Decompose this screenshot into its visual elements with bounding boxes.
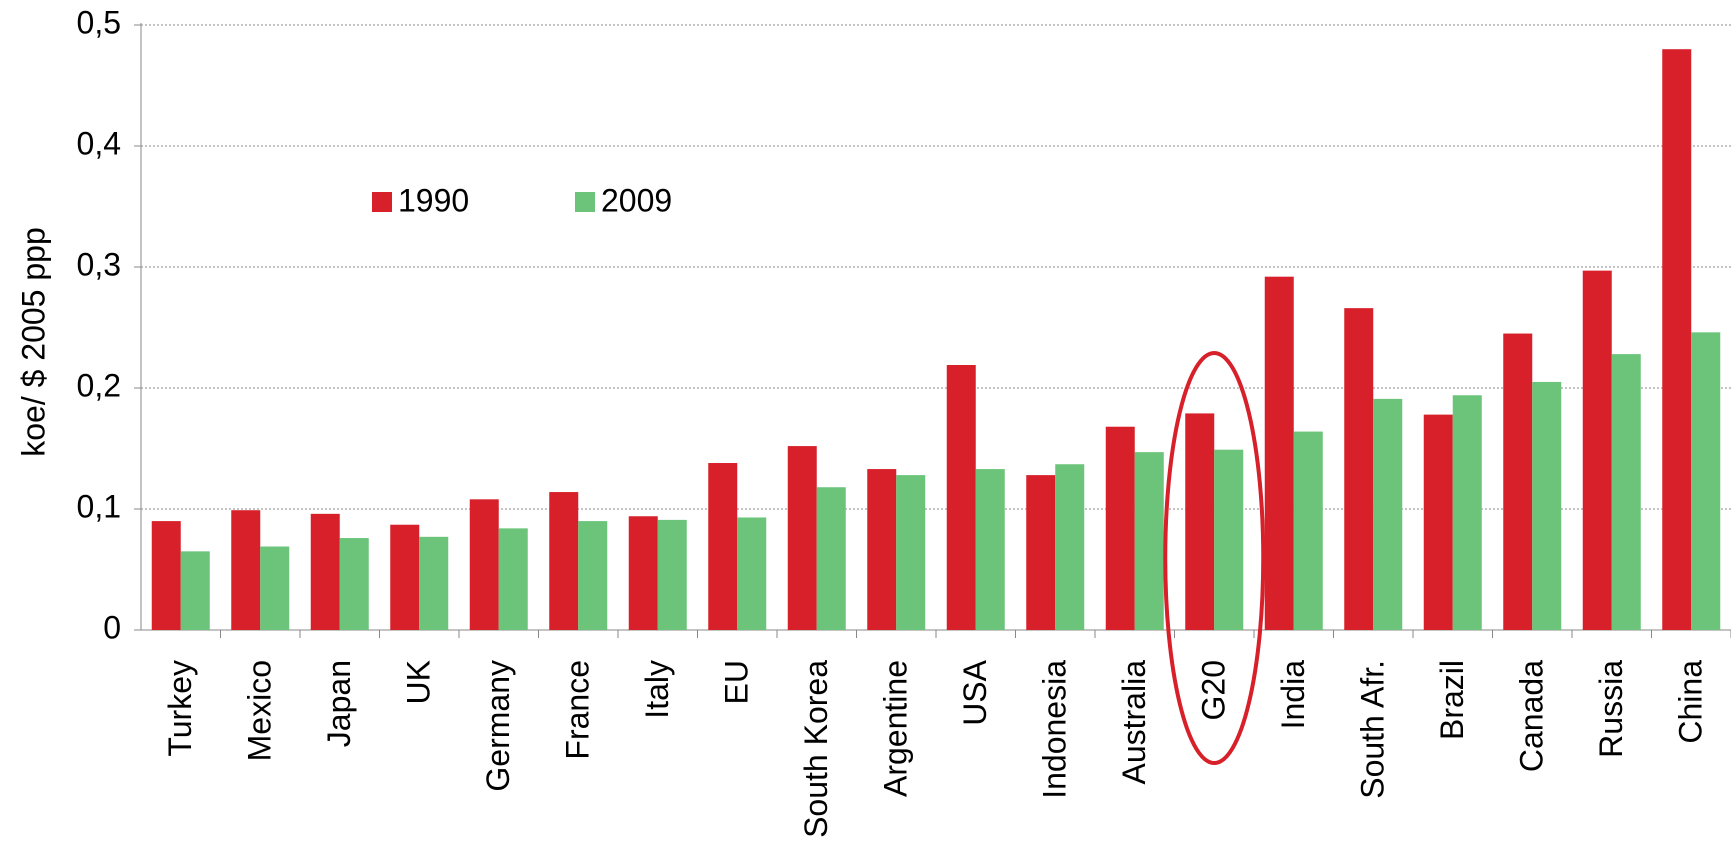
legend-label: 1990: [398, 182, 469, 218]
bar: [708, 463, 738, 630]
y-tick-label: 0,1: [77, 488, 121, 524]
bar: [498, 528, 528, 630]
highlight-ellipse: [1163, 351, 1266, 765]
x-tick-label: Japan: [321, 660, 357, 747]
x-tick-label: Indonesia: [1037, 660, 1073, 799]
bar: [578, 521, 608, 630]
bar: [1134, 452, 1164, 630]
bar: [1185, 413, 1215, 630]
bar: [1452, 395, 1482, 630]
x-tick-label: Argentine: [878, 660, 914, 797]
bar: [1532, 381, 1562, 630]
x-tick-label: Russia: [1593, 660, 1629, 758]
bar: [231, 510, 261, 630]
legend-swatch: [575, 192, 595, 212]
bar: [1373, 398, 1403, 630]
bar: [1055, 464, 1085, 630]
bar: [1691, 332, 1721, 630]
bar: [787, 446, 817, 630]
bar: [1293, 431, 1323, 630]
x-tick-label: USA: [957, 659, 993, 725]
bar: [1582, 270, 1612, 630]
bar: [1611, 354, 1641, 630]
bar: [1423, 414, 1453, 630]
x-tick-label: Italy: [639, 660, 675, 719]
x-tick-label: Brazil: [1434, 660, 1470, 740]
bar: [1105, 426, 1135, 630]
y-axis-label: koe/ $ 2005 ppp: [15, 227, 51, 457]
x-tick-label: UK: [401, 660, 437, 704]
bar: [867, 469, 897, 630]
bar: [339, 538, 369, 630]
x-tick-label: Germany: [480, 660, 516, 792]
bar: [390, 524, 420, 630]
bar: [816, 487, 846, 630]
bar: [975, 469, 1005, 630]
bar: [1214, 449, 1244, 630]
x-tick-label: Australia: [1116, 660, 1152, 785]
x-tick-label: India: [1275, 660, 1311, 730]
x-tick-label: Turkey: [162, 660, 198, 757]
y-tick-label: 0,2: [77, 367, 121, 403]
legend-swatch: [372, 192, 392, 212]
bar: [1503, 333, 1533, 630]
x-tick-label: Mexico: [242, 660, 278, 761]
bar: [310, 513, 340, 630]
bar: [1026, 475, 1056, 630]
x-tick-label: China: [1673, 660, 1709, 744]
bar: [1344, 308, 1374, 630]
bar: [946, 365, 976, 630]
x-tick-label: France: [560, 660, 596, 760]
x-tick-label: Canada: [1514, 660, 1550, 772]
bar: [896, 475, 926, 630]
bar: [1662, 49, 1692, 630]
y-tick-label: 0,5: [77, 4, 121, 40]
bar: [549, 492, 579, 630]
bar: [737, 517, 767, 630]
bar: [1264, 276, 1294, 630]
y-tick-label: 0: [103, 609, 121, 645]
legend-label: 2009: [601, 182, 672, 218]
y-tick-label: 0,4: [77, 125, 121, 161]
bar: [151, 521, 181, 630]
x-tick-label: G20: [1196, 660, 1232, 720]
bar: [657, 519, 687, 630]
x-tick-label: South Korea: [798, 660, 834, 838]
bar: [469, 499, 499, 630]
bar: [180, 551, 210, 630]
y-tick-label: 0,3: [77, 246, 121, 282]
bar: [628, 516, 658, 630]
bar: [419, 536, 449, 630]
x-tick-label: South Afr.: [1355, 660, 1391, 799]
x-tick-label: EU: [719, 660, 755, 704]
bar: [260, 546, 290, 630]
